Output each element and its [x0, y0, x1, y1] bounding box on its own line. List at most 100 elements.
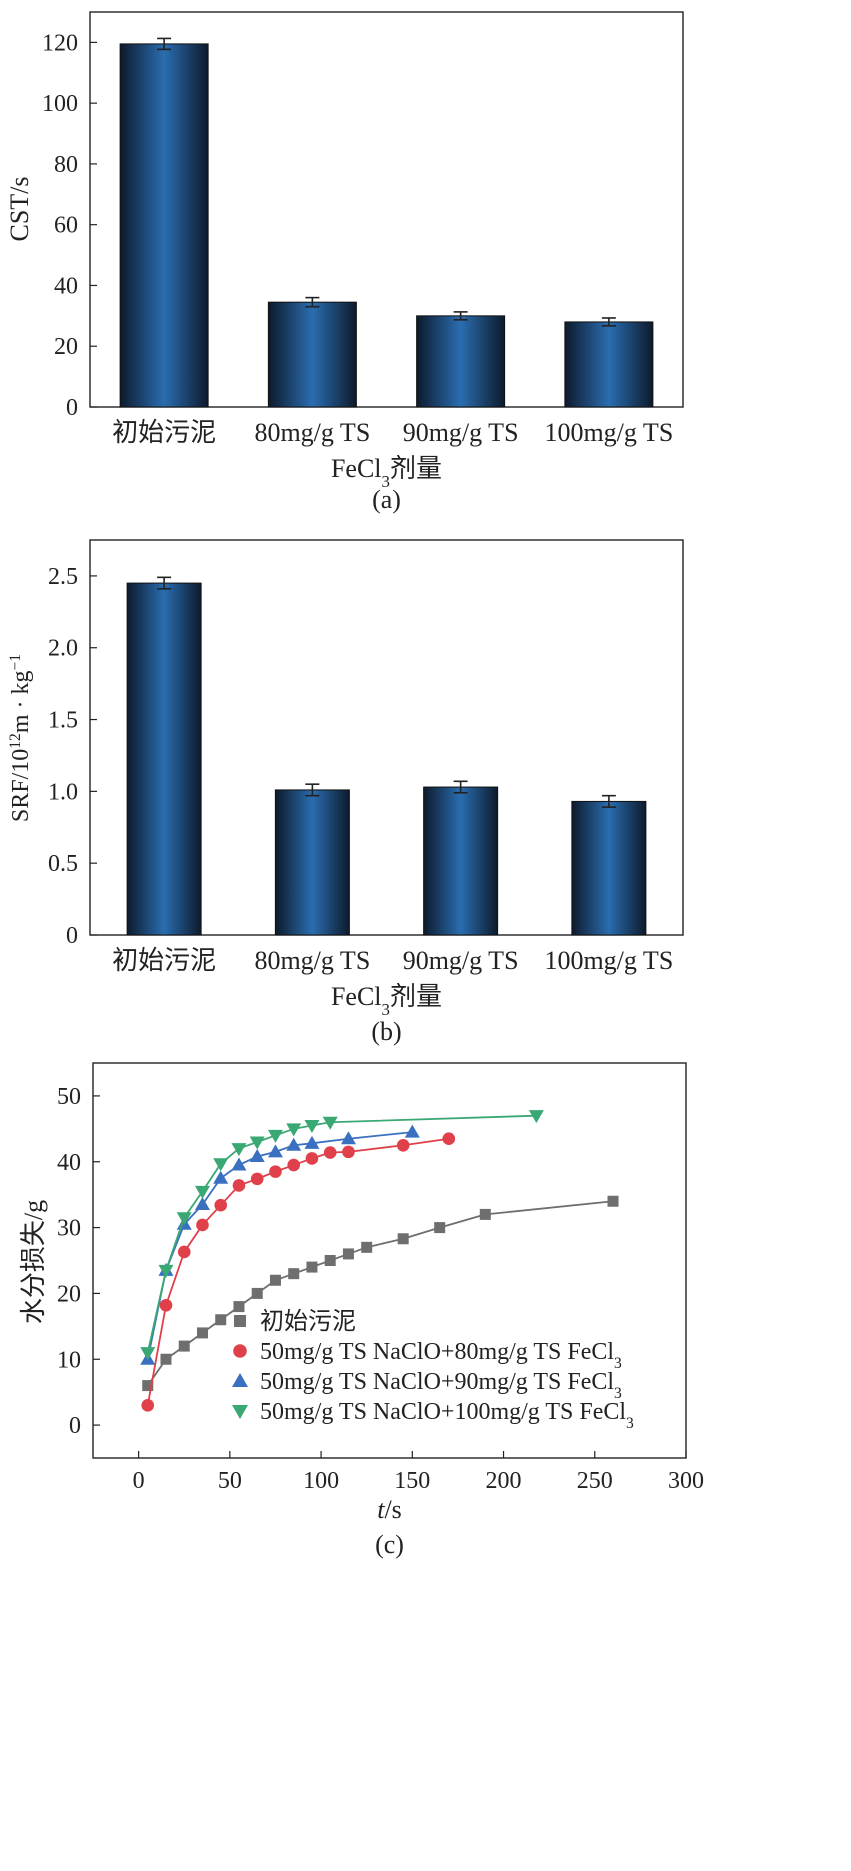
x-tick-label: 初始污泥 — [112, 418, 216, 447]
data-point — [361, 1241, 373, 1253]
x-axis-label: FeCl3剂量 — [331, 454, 442, 491]
data-point — [194, 1185, 210, 1199]
data-point — [323, 1146, 337, 1159]
data-point — [232, 1373, 248, 1387]
y-axis-label: 水分损失/g — [19, 1200, 48, 1324]
y-tick-label: 50 — [57, 1084, 81, 1110]
data-point — [215, 1314, 227, 1326]
data-point — [194, 1197, 210, 1211]
plot-frame — [92, 1062, 687, 1459]
data-point — [479, 1208, 491, 1220]
series-1 — [142, 1195, 619, 1392]
y-tick-label: 40 — [54, 273, 78, 299]
y-tick-label: 20 — [54, 334, 78, 360]
x-tick-label: 100 — [303, 1468, 339, 1494]
y-tick-label: 2.0 — [48, 636, 78, 662]
data-point — [404, 1124, 420, 1138]
series-line — [146, 1131, 413, 1360]
bar — [423, 786, 499, 936]
data-point — [178, 1340, 190, 1352]
bar — [416, 315, 506, 408]
data-point — [176, 1212, 192, 1226]
x-tick-label: 80mg/g TS — [254, 946, 370, 975]
y-tick-label: 0 — [69, 1413, 81, 1439]
bar — [267, 301, 357, 408]
data-point — [304, 1135, 320, 1149]
bar — [571, 800, 647, 936]
x-tick-label: 300 — [668, 1468, 704, 1494]
data-point — [233, 1344, 247, 1358]
y-tick-label: 0.5 — [48, 851, 78, 877]
bar — [119, 43, 209, 408]
x-tick-label: 200 — [486, 1468, 522, 1494]
y-tick-label: 1.5 — [48, 708, 78, 734]
data-point — [340, 1131, 356, 1145]
data-point — [434, 1222, 446, 1234]
y-tick-label: 0 — [66, 395, 78, 421]
x-tick-label: 初始污泥 — [112, 946, 216, 975]
data-point — [231, 1143, 247, 1157]
data-point — [232, 1179, 246, 1192]
x-axis-label: FeCl3剂量 — [331, 982, 442, 1019]
series-4 — [140, 1110, 544, 1361]
data-point — [304, 1120, 320, 1134]
y-tick-label: 20 — [57, 1281, 81, 1307]
data-point — [141, 1399, 155, 1412]
legend-label: 50mg/g TS NaClO+90mg/g TS FeCl3 — [260, 1369, 622, 1402]
legend-label: 初始污泥 — [260, 1308, 356, 1335]
x-tick-label: 0 — [133, 1468, 145, 1494]
chart-panel-c: 0 10 20 30 40 50 0 50 100 150 200 250 300 初始污泥 50mg/g … — [19, 1062, 704, 1559]
data-point — [196, 1218, 209, 1232]
data-point — [269, 1165, 282, 1178]
data-point — [159, 1298, 173, 1312]
bar — [564, 321, 654, 408]
data-point — [251, 1287, 263, 1299]
data-point — [324, 1255, 336, 1266]
data-point — [233, 1301, 245, 1313]
data-point — [287, 1158, 301, 1172]
data-point — [249, 1148, 265, 1162]
data-point — [442, 1132, 456, 1146]
data-point — [234, 1315, 246, 1327]
x-tick-label: 50 — [218, 1468, 242, 1494]
y-tick-label: 80 — [54, 152, 78, 178]
y-axis-label: CST/s — [5, 176, 34, 241]
y-tick-label: 40 — [57, 1150, 81, 1176]
data-point — [140, 1347, 156, 1361]
data-point — [397, 1233, 409, 1245]
bar — [126, 582, 202, 936]
legend-label: 50mg/g TS NaClO+80mg/g TS FeCl3 — [260, 1339, 622, 1372]
y-tick-label: 120 — [42, 30, 78, 56]
panel-label: (b) — [371, 1017, 401, 1046]
x-tick-label: 250 — [577, 1468, 613, 1494]
legend: 初始污泥 50mg/g TS NaClO+80mg/g TS FeCl350mg/… — [232, 1308, 634, 1432]
data-point — [322, 1116, 338, 1130]
data-point — [269, 1274, 281, 1286]
data-point — [231, 1157, 247, 1171]
bar — [274, 789, 350, 936]
data-point — [342, 1248, 354, 1260]
data-point — [177, 1245, 191, 1259]
series-2 — [141, 1132, 456, 1412]
data-point — [213, 1158, 229, 1172]
data-point — [142, 1380, 154, 1392]
data-point — [267, 1144, 283, 1158]
data-point — [267, 1129, 283, 1143]
x-tick-label: 100mg/g TS — [544, 418, 673, 447]
data-point — [196, 1327, 208, 1339]
y-tick-label: 60 — [54, 213, 78, 239]
y-tick-label: 30 — [57, 1216, 81, 1242]
data-point — [158, 1264, 174, 1278]
y-tick-label: 100 — [42, 91, 78, 117]
data-point — [528, 1110, 544, 1124]
y-tick-label: 2.5 — [48, 564, 78, 590]
data-point — [250, 1172, 264, 1186]
y-tick-label: 10 — [57, 1347, 81, 1373]
data-point — [249, 1136, 265, 1150]
x-tick-label: 100mg/g TS — [544, 946, 673, 975]
y-tick-label: 1.0 — [48, 779, 78, 805]
data-point — [214, 1198, 228, 1212]
y-axis-label: SRF/1012m · kg−1 — [7, 654, 35, 822]
x-tick-label: 90mg/g TS — [403, 418, 519, 447]
